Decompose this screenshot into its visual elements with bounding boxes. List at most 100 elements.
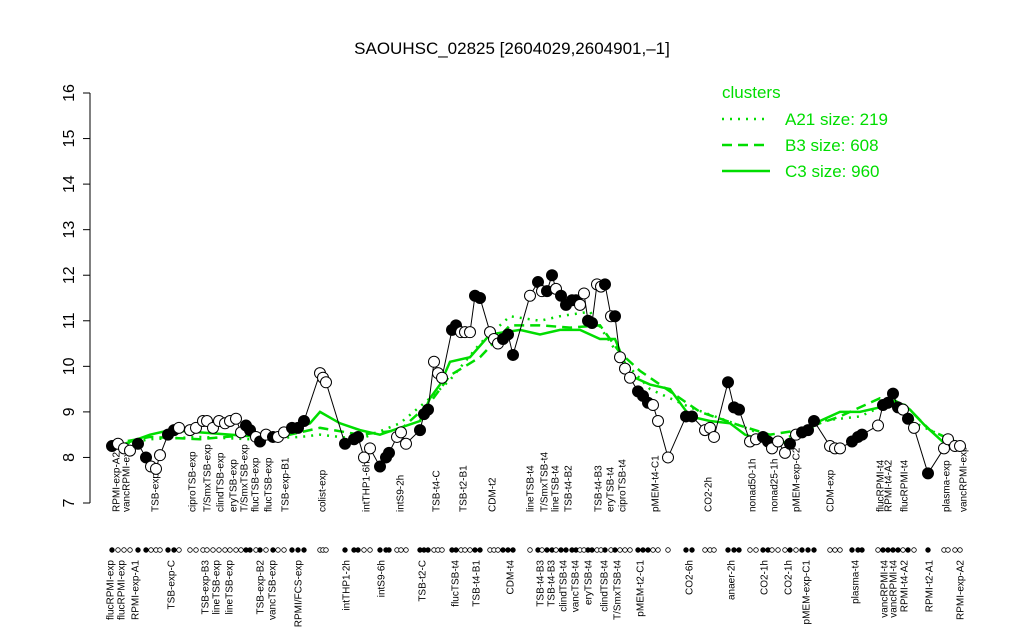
y-tick-label: 11 — [61, 312, 78, 329]
rug-point — [439, 547, 445, 553]
rug-point — [505, 547, 511, 553]
rug-point — [398, 547, 404, 553]
data-point — [464, 326, 476, 339]
data-point — [887, 387, 899, 400]
x-tick-label: nonad25-1h — [770, 459, 781, 512]
rug-point — [689, 547, 695, 553]
rug-point — [558, 547, 564, 553]
x-tick-label: vancRPMI-t4 — [889, 560, 900, 618]
rug-point — [361, 547, 367, 553]
rug-point — [760, 547, 766, 553]
rug-point — [612, 547, 618, 553]
chart-title: SAOUHSC_02825 [2604029,2604901,–1] — [354, 39, 670, 58]
rug-point — [281, 547, 287, 553]
data-point — [173, 421, 185, 434]
rug-point — [622, 547, 628, 553]
rug-point — [247, 547, 253, 553]
data-point — [908, 421, 920, 434]
data-point — [364, 442, 376, 455]
x-tick-label: CDM-exp — [826, 469, 837, 512]
legend-label: C3 size: 960 — [785, 162, 880, 181]
data-point — [834, 442, 846, 455]
x-tick-label: RPMI-t4-A2 — [884, 459, 895, 512]
x-tick-label: RPMI-exp-A2 — [112, 452, 123, 512]
x-tick-label: lineTSB-t4 — [551, 465, 562, 512]
rug-point — [890, 547, 896, 553]
rug-point — [805, 547, 811, 553]
x-tick-label: TSB-t4-B3 — [547, 560, 558, 607]
x-tick-label: plasma-exp — [942, 460, 953, 512]
rug-point — [952, 547, 958, 553]
x-tick-label: TSB-exp-A — [151, 463, 162, 512]
y-tick-label: 10 — [61, 357, 78, 375]
rug-point — [957, 547, 963, 553]
rug-point — [367, 547, 373, 553]
rug-point — [849, 547, 855, 553]
x-tick-label: vancRPMI-exp — [959, 446, 970, 512]
cluster-line — [111, 310, 966, 448]
data-point — [358, 451, 370, 464]
rug-point — [859, 547, 865, 553]
data-point — [132, 437, 144, 450]
rug-point — [216, 547, 222, 553]
rug-point — [342, 547, 348, 553]
rug-point — [275, 547, 281, 553]
rug-point — [640, 547, 646, 553]
rug-point — [725, 547, 731, 553]
x-tick-label: intS9-6h — [377, 560, 388, 597]
rug-point — [655, 547, 661, 553]
rug-point — [135, 547, 141, 553]
x-tick-label: flucTSB-exp — [251, 457, 262, 512]
data-point — [686, 410, 698, 423]
x-tick-label: RPMI-t2-A1 — [925, 560, 936, 613]
x-tick-label: clindTSB-t4 — [600, 560, 611, 612]
rug-point — [227, 547, 233, 553]
rug-point — [747, 547, 753, 553]
x-tick-label: vancRPMI-exp — [122, 446, 133, 512]
x-tick-label: eryTSB-t4 — [584, 560, 595, 605]
rug-point — [233, 547, 239, 553]
rug-point — [539, 547, 545, 553]
rug-point — [425, 547, 431, 553]
data-point — [555, 289, 567, 302]
rug-point — [127, 547, 133, 553]
x-tick-label: vancTSB-t4 — [571, 560, 582, 613]
data-point — [507, 348, 519, 361]
x-tick-label: intTHP1-2h — [342, 560, 353, 611]
data-point — [400, 437, 412, 450]
legend-title: clusters — [722, 83, 781, 102]
rug-point — [793, 547, 799, 553]
rug-point — [453, 547, 459, 553]
rug-point — [553, 547, 559, 553]
data-point — [436, 371, 448, 384]
rug-point — [900, 547, 906, 553]
rug-point — [355, 547, 361, 553]
rug-point — [775, 547, 781, 553]
x-tick-label: pMEM-t4-C1 — [651, 455, 662, 512]
x-tick-label: TSB-t4-B2 — [564, 465, 575, 512]
rug-point — [115, 547, 121, 553]
rug-point — [495, 547, 501, 553]
rug-point — [472, 547, 478, 553]
x-tick-label: intTHP1-6h — [362, 461, 373, 512]
data-point — [383, 446, 395, 459]
rug-point — [837, 547, 843, 553]
x-tick-label: CDM-t4 — [506, 560, 517, 595]
x-tick-label: plasma-t4 — [851, 560, 862, 604]
data-point — [954, 440, 966, 453]
rug-point — [301, 547, 307, 553]
rug-point — [769, 547, 775, 553]
x-tick-label: flucTSB-exp — [264, 457, 275, 512]
data-point — [352, 430, 364, 443]
rug-point — [602, 547, 608, 553]
x-tick-label: flucRPMI-exp — [117, 560, 128, 620]
x-tick-label: T/SmxTSB-exp — [203, 444, 214, 512]
data-point — [802, 424, 814, 437]
x-tick-label: lineTSB-exp — [225, 560, 236, 615]
x-tick-label: clindTSB-exp — [216, 452, 227, 512]
rug-point — [945, 547, 951, 553]
rug-point — [832, 547, 838, 553]
data-point — [474, 292, 486, 304]
rug-point — [563, 547, 569, 553]
